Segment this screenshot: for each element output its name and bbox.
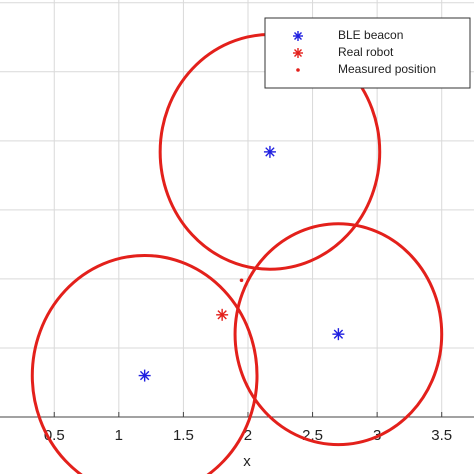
legend: BLE beacon Real robot Measured position: [264, 17, 471, 89]
asterisk-stroke: [139, 370, 150, 381]
x-tick-label: 3.5: [431, 427, 452, 444]
legend-marker: [293, 48, 303, 58]
legend-label: Measured position: [338, 62, 436, 76]
asterisk-stroke: [294, 49, 302, 57]
point: [216, 308, 229, 321]
legend-label: Real robot: [338, 45, 394, 59]
legend-marker: [293, 31, 303, 41]
legend-label: BLE beacon: [338, 28, 403, 42]
x-axis-label: x: [243, 453, 251, 470]
point: [332, 328, 345, 341]
x-tick-label: 1.5: [173, 427, 194, 444]
asterisk-stroke: [294, 32, 302, 40]
range-circle: [233, 222, 444, 447]
legend-marker: [296, 68, 300, 72]
asterisk-stroke: [265, 147, 275, 157]
asterisk-stroke: [333, 329, 344, 339]
x-tick-label: 2: [244, 427, 252, 444]
asterisk-stroke: [217, 310, 227, 320]
point: [239, 278, 244, 283]
range-circle: [30, 253, 259, 474]
x-tick-label: 1: [115, 427, 123, 444]
point: [138, 369, 151, 382]
point: [263, 145, 276, 158]
